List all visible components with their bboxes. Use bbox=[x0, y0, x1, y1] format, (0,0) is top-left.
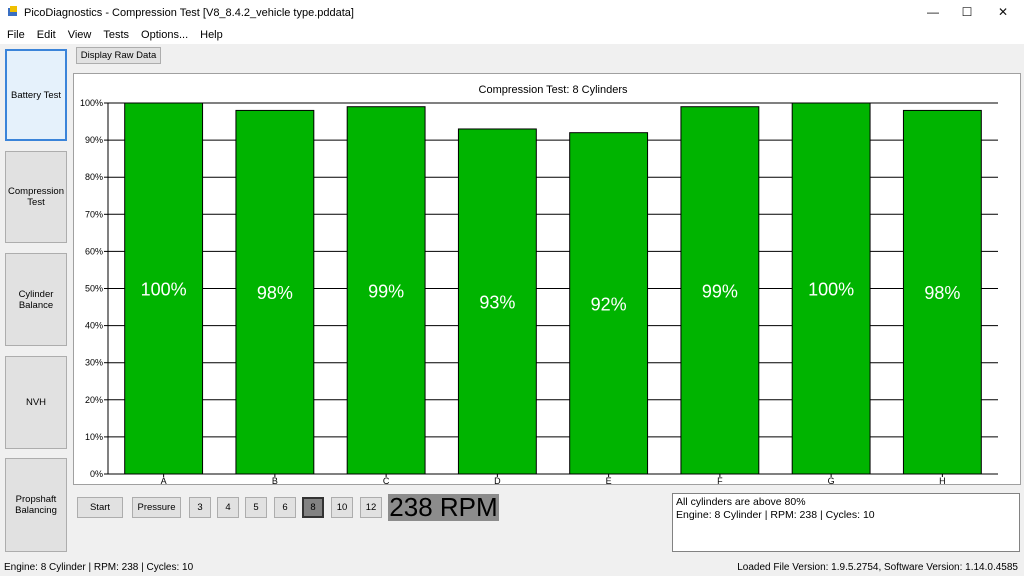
menu-file[interactable]: File bbox=[7, 29, 25, 41]
y-tick-label: 20% bbox=[85, 395, 103, 405]
x-tick-label: G bbox=[828, 476, 835, 484]
bar-value-label: 99% bbox=[368, 281, 404, 301]
title-bar: PicoDiagnostics - Compression Test [V8_8… bbox=[0, 0, 1024, 27]
close-button[interactable]: ✕ bbox=[997, 5, 1009, 19]
x-tick-label: E bbox=[606, 476, 612, 484]
bar-value-label: 92% bbox=[591, 294, 627, 314]
rpm-display: 238 RPM bbox=[388, 492, 499, 522]
bar-value-label: 100% bbox=[141, 280, 187, 300]
y-tick-label: 40% bbox=[85, 321, 103, 331]
x-tick-label: A bbox=[161, 476, 167, 484]
bar-E bbox=[569, 132, 649, 475]
sidebar-compression-test-button[interactable]: Compression Test bbox=[5, 151, 67, 243]
bar-A bbox=[124, 102, 204, 475]
x-tick-label: B bbox=[272, 476, 278, 484]
bar-value-label: 93% bbox=[479, 292, 515, 312]
menu-edit[interactable]: Edit bbox=[36, 29, 56, 41]
compression-chart: Compression Test: 8 Cylinders 0% 10% 20% 30%… bbox=[80, 84, 998, 484]
y-tick-label: 90% bbox=[85, 135, 103, 145]
cylinders-8-button[interactable]: 8 bbox=[302, 497, 324, 518]
menu-help[interactable]: Help bbox=[200, 29, 223, 41]
bar-F bbox=[680, 106, 760, 475]
pressure-button[interactable]: Pressure bbox=[132, 497, 181, 518]
x-tick-label: C bbox=[383, 476, 390, 484]
bar-D bbox=[457, 128, 537, 475]
menu-view[interactable]: View bbox=[67, 29, 92, 41]
results-engine-info: Engine: 8 Cylinder | RPM: 238 | Cycles: … bbox=[676, 509, 875, 521]
cylinders-4-button[interactable]: 4 bbox=[217, 497, 239, 518]
chart-title: Compression Test: 8 Cylinders bbox=[479, 84, 628, 96]
y-tick-label: 70% bbox=[85, 209, 103, 219]
minimize-button[interactable]: — bbox=[927, 5, 939, 19]
y-tick-label: 60% bbox=[85, 246, 103, 256]
compression-chart-panel: Compression Test: 8 Cylinders 0% 10% 20% 30%… bbox=[73, 73, 1021, 485]
cylinders-5-button[interactable]: 5 bbox=[245, 497, 267, 518]
cylinders-12-button[interactable]: 12 bbox=[360, 497, 382, 518]
bar-G bbox=[791, 102, 871, 475]
results-info-box: All cylinders are above 80% Engine: 8 Cy… bbox=[672, 493, 1020, 552]
cylinders-3-button[interactable]: 3 bbox=[189, 497, 211, 518]
maximize-button[interactable]: ☐ bbox=[961, 5, 973, 19]
results-summary: All cylinders are above 80% bbox=[676, 496, 806, 508]
bar-value-label: 98% bbox=[924, 283, 960, 303]
y-tick-label: 0% bbox=[90, 469, 103, 479]
menu-options[interactable]: Options... bbox=[141, 29, 189, 41]
y-tick-label: 80% bbox=[85, 172, 103, 182]
bar-B bbox=[235, 109, 315, 475]
x-tick-label: H bbox=[939, 476, 946, 484]
bar-value-label: 100% bbox=[808, 280, 854, 300]
start-button[interactable]: Start bbox=[77, 497, 123, 518]
bar-C bbox=[346, 106, 426, 475]
cylinders-10-button[interactable]: 10 bbox=[331, 497, 353, 518]
app-icon bbox=[8, 6, 17, 16]
y-tick-label: 10% bbox=[85, 432, 103, 442]
sidebar-propshaft-balancing-button[interactable]: Propshaft Balancing bbox=[5, 458, 67, 552]
status-version-info: Loaded File Version: 1.9.5.2754, Softwar… bbox=[737, 562, 1018, 573]
y-tick-label: 50% bbox=[85, 284, 103, 294]
display-raw-data-button[interactable]: Display Raw Data bbox=[76, 47, 161, 64]
bar-H bbox=[902, 109, 982, 475]
x-tick-label: D bbox=[494, 476, 501, 484]
window-title: PicoDiagnostics - Compression Test [V8_8… bbox=[24, 7, 354, 19]
menu-tests[interactable]: Tests bbox=[103, 29, 130, 41]
sidebar-battery-test-button[interactable]: Battery Test bbox=[5, 49, 67, 141]
sidebar-nvh-button[interactable]: NVH bbox=[5, 356, 67, 449]
cylinders-6-button[interactable]: 6 bbox=[274, 497, 296, 518]
status-engine-info: Engine: 8 Cylinder | RPM: 238 | Cycles: … bbox=[4, 562, 194, 573]
bar-value-label: 98% bbox=[257, 283, 293, 303]
x-tick-label: F bbox=[717, 476, 723, 484]
y-tick-label: 30% bbox=[85, 358, 103, 368]
sidebar-cylinder-balance-button[interactable]: Cylinder Balance bbox=[5, 253, 67, 346]
status-bar: Engine: 8 Cylinder | RPM: 238 | Cycles: … bbox=[0, 560, 1024, 576]
y-tick-label: 100% bbox=[80, 98, 103, 108]
bar-value-label: 99% bbox=[702, 281, 738, 301]
menu-bar: File Edit View Tests Options... Help bbox=[0, 26, 1024, 44]
